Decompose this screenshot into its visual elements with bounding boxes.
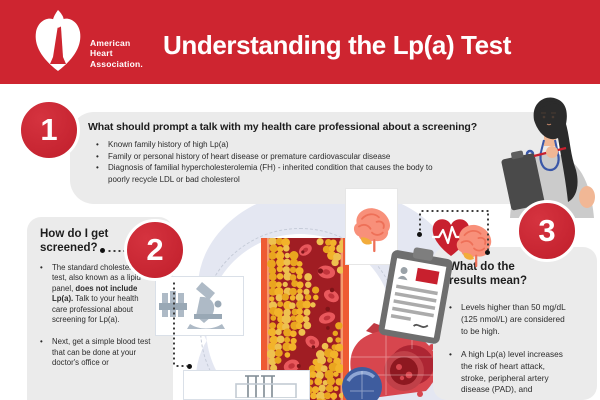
list-item: The standard cholesterol test, also know… [40, 263, 154, 325]
connector-dot [484, 250, 490, 255]
step3-heading: What do the results mean? [449, 261, 527, 287]
dotted-connector [420, 210, 489, 212]
page-title: Understanding the Lp(a) Test [163, 30, 511, 60]
dotted-connector [107, 249, 126, 252]
test-tube-card [183, 370, 310, 400]
microscope-icon [159, 282, 225, 329]
step2-heading: How do I get screened? [40, 228, 109, 254]
logo-text: American Heart Association. [90, 38, 143, 69]
list-item: Diagnosis of familial hypercholesterolem… [96, 162, 448, 185]
list-item: Next, get a simple blood test that can b… [40, 337, 154, 368]
step3-bullet-list: Levels higher than 50 mg/dL (125 nmol/L)… [449, 302, 571, 400]
list-item: Known family history of high Lp(a) [96, 139, 448, 151]
logo-line: Association. [90, 58, 143, 69]
list-item: Levels higher than 50 mg/dL (125 nmol/L)… [449, 302, 571, 338]
logo-line: American [90, 38, 131, 48]
step1-heading: What should prompt a talk with my health… [88, 121, 478, 133]
header-bar: American Heart Association. Understandin… [0, 0, 600, 84]
dotted-connector [487, 212, 489, 250]
dotted-connector [175, 365, 187, 367]
test-tubes-icon [235, 375, 297, 399]
doctor-illustration [501, 97, 595, 218]
dotted-connector [173, 281, 175, 365]
step-3-badge: 3 [516, 200, 578, 262]
step1-bullet-list: Known family history of high Lp(a) Famil… [96, 139, 448, 186]
step-1-badge: 1 [18, 99, 80, 161]
anatomical-heart-icon [342, 323, 443, 400]
step-2-badge: 2 [124, 219, 186, 281]
connector-dot [187, 363, 192, 369]
connector-dot [100, 248, 105, 253]
results-clipboard-icon [375, 241, 457, 349]
list-item: Family or personal history of heart dise… [96, 151, 448, 163]
brain-card [345, 188, 398, 265]
small-brain-icon [452, 219, 496, 269]
list-item: A high Lp(a) level increases the risk of… [449, 349, 571, 397]
step2-bullet-list: The standard cholesterol test, also know… [40, 263, 154, 381]
logo-line: Heart [90, 48, 113, 59]
microscope-card [155, 276, 244, 336]
brain-icon [349, 197, 395, 259]
connector-dot [416, 232, 422, 237]
aha-heart-torch-logo-icon [35, 10, 81, 71]
dotted-connector [419, 212, 421, 232]
